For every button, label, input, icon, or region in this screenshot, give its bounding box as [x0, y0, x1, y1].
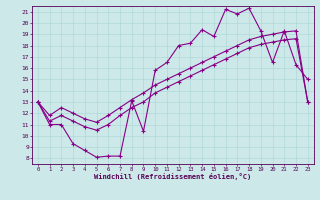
X-axis label: Windchill (Refroidissement éolien,°C): Windchill (Refroidissement éolien,°C) — [94, 173, 252, 180]
